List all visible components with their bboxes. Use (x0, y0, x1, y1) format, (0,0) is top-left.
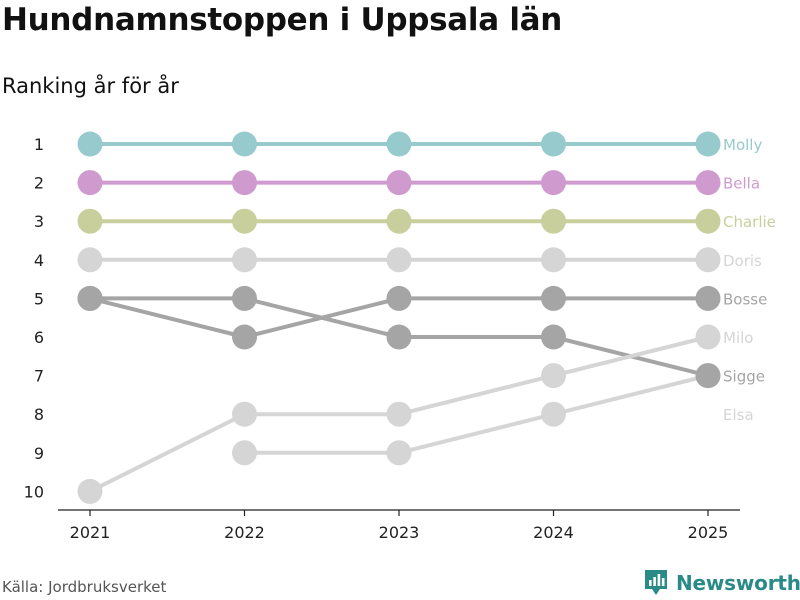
point-bosse (232, 324, 257, 350)
point-doris (695, 247, 721, 273)
point-molly (386, 131, 412, 157)
point-bosse (695, 285, 721, 311)
end-label-bella: Bella (723, 175, 760, 193)
point-molly (77, 131, 103, 157)
end-label-doris: Doris (723, 252, 762, 270)
x-tick-label: 2025 (688, 523, 729, 542)
point-milo (77, 478, 103, 504)
point-bosse (77, 285, 103, 311)
y-tick-label: 9 (34, 444, 44, 463)
y-tick-label: 7 (34, 367, 44, 386)
x-tick-label: 2021 (70, 523, 111, 542)
y-tick-label: 3 (34, 212, 44, 231)
point-milo (695, 324, 721, 350)
chart-title: Hundnamnstoppen i Uppsala län (2, 2, 563, 38)
point-elsa (232, 440, 257, 466)
end-label-elsa: Elsa (723, 406, 754, 424)
point-sigge (386, 324, 412, 350)
point-charlie (386, 208, 412, 234)
point-charlie (541, 208, 566, 234)
point-bella (232, 170, 257, 196)
y-tick-label: 5 (34, 289, 44, 308)
y-tick-label: 1 (34, 135, 44, 154)
series-lines (89, 142, 709, 494)
end-label-molly: Molly (723, 136, 762, 154)
newsworthy-logo-icon (645, 570, 667, 595)
x-tick-label: 2022 (224, 523, 265, 542)
point-bosse (541, 285, 566, 311)
point-sigge (232, 285, 257, 311)
point-molly (232, 131, 257, 157)
point-elsa (541, 401, 566, 427)
point-bella (695, 170, 721, 196)
point-milo (541, 363, 566, 389)
end-label-milo: Milo (723, 329, 753, 347)
brand: Newsworthy (644, 569, 800, 596)
point-bella (541, 170, 566, 196)
end-label-bosse: Bosse (723, 290, 767, 308)
y-tick-label: 4 (34, 251, 44, 270)
point-bella (77, 170, 103, 196)
series-markers (77, 131, 721, 504)
brand-name: Newsworthy (676, 570, 800, 595)
y-tick-label: 6 (34, 328, 44, 347)
point-milo (386, 401, 412, 427)
point-doris (232, 247, 257, 273)
y-tick-label: 8 (34, 405, 44, 424)
end-label-charlie: Charlie (723, 213, 776, 231)
point-molly (541, 131, 566, 157)
point-bosse (386, 285, 412, 311)
point-milo (232, 401, 257, 427)
x-tick-label: 2024 (533, 523, 574, 542)
series-line-elsa (244, 373, 709, 455)
source-note: Källa: Jordbruksverket (2, 578, 167, 596)
point-charlie (232, 208, 257, 234)
point-doris (541, 247, 566, 273)
point-charlie (695, 208, 721, 234)
point-charlie (77, 208, 103, 234)
x-tick-label: 2023 (379, 523, 420, 542)
point-sigge (695, 363, 721, 389)
y-tick-label: 2 (34, 174, 44, 193)
point-doris (386, 247, 412, 273)
chart-subtitle: Ranking år för år (2, 74, 179, 98)
y-tick-label: 10 (24, 482, 44, 501)
point-sigge (541, 324, 566, 350)
point-molly (695, 131, 721, 157)
end-label-sigge: Sigge (723, 368, 765, 386)
point-bella (386, 170, 412, 196)
point-elsa (386, 440, 412, 466)
point-doris (77, 247, 103, 273)
